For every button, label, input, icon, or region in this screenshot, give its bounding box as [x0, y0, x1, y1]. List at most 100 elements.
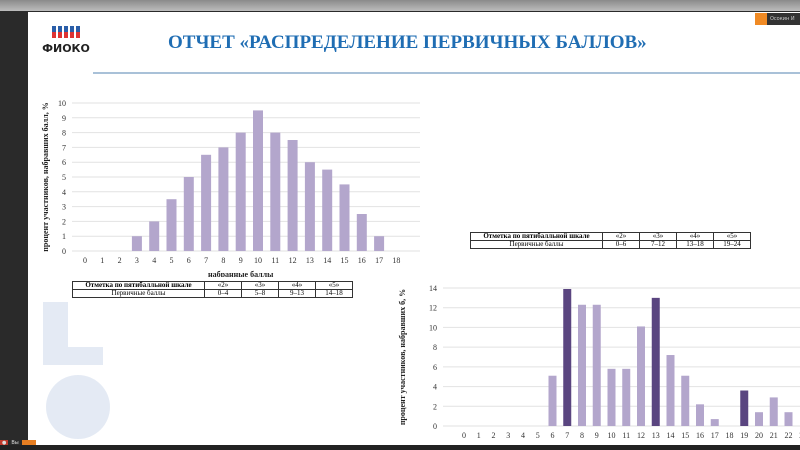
y-tick-label: 2: [62, 217, 66, 226]
range-cell: 14–18: [315, 289, 353, 298]
x-tick-label: 12: [637, 431, 645, 440]
x-tick-label: 1: [477, 431, 481, 440]
bar: [131, 236, 142, 251]
x-tick-label: 9: [595, 431, 599, 440]
recording-icon: ●: [0, 439, 9, 446]
participant-tile[interactable]: Осокин И: [767, 13, 800, 25]
x-tick-label: 17: [375, 256, 383, 265]
x-tick-label: 22: [785, 431, 793, 440]
x-tick-label: 14: [667, 431, 675, 440]
bar: [304, 162, 315, 251]
bar: [374, 236, 385, 251]
x-tick-label: 4: [521, 431, 525, 440]
range-cell: 19–24: [713, 240, 751, 249]
y-axis-label: процент участников, набравших б, %: [398, 289, 407, 425]
x-axis-label: набранные баллы: [208, 270, 274, 277]
logo-mark-icon: [40, 26, 92, 38]
y-tick-label: 4: [62, 188, 66, 197]
x-tick-label: 2: [118, 256, 122, 265]
bar: [183, 177, 194, 251]
y-tick-label: 6: [62, 158, 66, 167]
y-tick-label: 8: [433, 343, 437, 352]
window-bottom-bar: [0, 445, 800, 450]
x-tick-label: 12: [289, 256, 297, 265]
x-tick-label: 4: [152, 256, 156, 265]
bar: [622, 368, 631, 426]
title-divider: [93, 72, 800, 74]
logo-subtitle: [40, 55, 92, 58]
window-top-bar: [0, 0, 800, 11]
bar: [322, 169, 333, 251]
bar: [235, 132, 246, 251]
bar: [607, 368, 616, 426]
bar: [740, 390, 749, 426]
conference-controls: ● Вы: [0, 438, 37, 447]
y-tick-label: 3: [62, 203, 66, 212]
presentation-slide: ФИОКО ОТЧЕТ «РАСПРЕДЕЛЕНИЕ ПЕРВИЧНЫХ БАЛ…: [28, 12, 800, 445]
grade-table-bottom-left: Отметка по пятибалльной шкале «2» «3» «4…: [72, 281, 353, 298]
bar: [681, 375, 690, 426]
y-tick-label: 9: [62, 114, 66, 123]
x-tick-label: 10: [254, 256, 262, 265]
bar: [339, 184, 350, 251]
y-tick-label: 10: [58, 99, 66, 108]
y-tick-label: 0: [62, 247, 66, 256]
x-tick-label: 7: [565, 431, 569, 440]
bar: [201, 154, 212, 251]
y-tick-label: 6: [433, 363, 437, 372]
x-tick-label: 13: [306, 256, 314, 265]
x-tick-label: 10: [608, 431, 616, 440]
x-tick-label: 20: [755, 431, 763, 440]
bar: [637, 326, 645, 426]
row-label: Первичные баллы: [470, 240, 603, 249]
y-tick-label: 5: [62, 173, 66, 182]
x-tick-label: 9: [239, 256, 243, 265]
y-tick-label: 14: [429, 284, 437, 293]
bar: [563, 288, 572, 426]
bar: [270, 132, 281, 251]
x-tick-label: 5: [536, 431, 540, 440]
bar: [548, 375, 557, 426]
slide-title: ОТЧЕТ «РАСПРЕДЕЛЕНИЕ ПЕРВИЧНЫХ БАЛЛОВ»: [168, 32, 647, 53]
bar: [696, 404, 704, 426]
collapse-panel-button[interactable]: [755, 13, 767, 25]
y-tick-label: 7: [62, 143, 66, 152]
range-cell: 9–13: [278, 289, 316, 298]
bar: [592, 304, 601, 426]
y-axis-label: процент участников, набравших балл, %: [41, 102, 50, 251]
x-tick-label: 0: [462, 431, 466, 440]
x-tick-label: 5: [170, 256, 174, 265]
bar: [769, 397, 778, 426]
bar: [651, 297, 660, 426]
x-tick-label: 16: [358, 256, 366, 265]
y-tick-label: 8: [62, 129, 66, 138]
row-label: Первичные баллы: [72, 289, 205, 298]
bar: [149, 221, 160, 251]
x-tick-label: 16: [696, 431, 704, 440]
x-tick-label: 8: [221, 256, 225, 265]
y-tick-label: 12: [429, 304, 437, 313]
x-tick-label: 6: [551, 431, 555, 440]
x-tick-label: 0: [83, 256, 87, 265]
x-tick-label: 13: [652, 431, 660, 440]
fioko-logo: ФИОКО: [40, 22, 92, 82]
bar: [253, 110, 263, 252]
bar: [287, 140, 298, 251]
range-cell: 0–6: [602, 240, 640, 249]
status-button[interactable]: [21, 439, 37, 446]
range-cell: 0–4: [204, 289, 242, 298]
y-tick-label: 10: [429, 323, 437, 332]
x-tick-label: 14: [323, 256, 331, 265]
y-tick-label: 0: [433, 422, 437, 431]
bar: [666, 355, 675, 426]
x-tick-label: 11: [271, 256, 279, 265]
x-tick-label: 17: [711, 431, 719, 440]
grade-table-top-right: Отметка по пятибалльной шкале «2» «3» «4…: [470, 232, 751, 249]
x-tick-label: 11: [622, 431, 630, 440]
x-tick-label: 18: [726, 431, 734, 440]
bar: [578, 304, 586, 426]
x-tick-label: 21: [770, 431, 778, 440]
bar: [166, 199, 177, 251]
